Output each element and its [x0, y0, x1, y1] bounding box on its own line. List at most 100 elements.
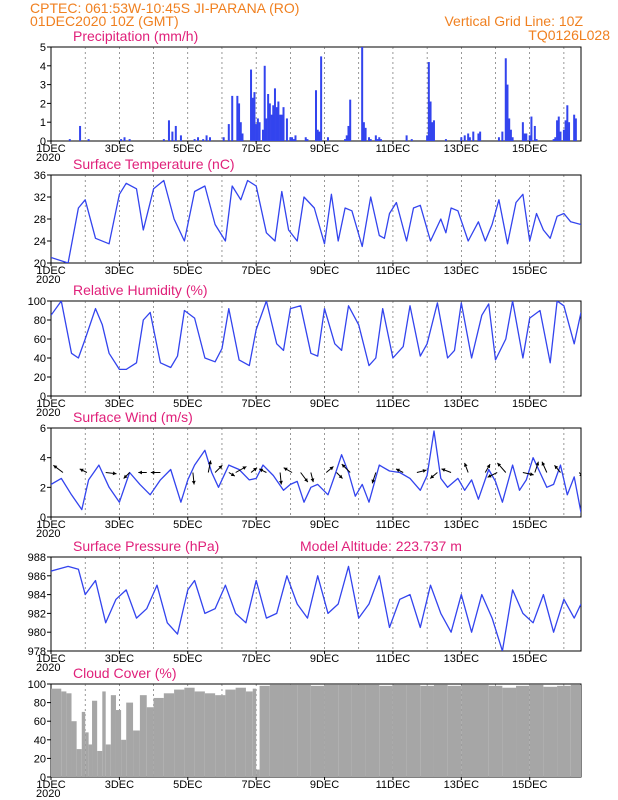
precip-bar: [376, 139, 379, 141]
wind-ytick-label: 0: [40, 512, 46, 524]
temp-year-label: 2020: [36, 274, 60, 286]
cloud-bar: [174, 689, 185, 777]
precip-title: Precipitation (mm/h): [73, 28, 198, 44]
precip-bar: [68, 139, 71, 141]
precip-bar: [368, 137, 370, 141]
precip-bar: [238, 103, 241, 141]
cloud-bar: [184, 687, 195, 777]
precip-ytick-label: 4: [40, 61, 46, 73]
temp-xtick-label: 3DEC: [105, 265, 134, 277]
wind-xtick-label: 11DEC: [376, 519, 411, 531]
precip-xtick-label: 11DEC: [376, 143, 411, 155]
wind-arrow-head: [535, 461, 540, 466]
cloud-bar: [324, 684, 339, 777]
precip-bar: [429, 101, 432, 141]
wind-arrow-head: [253, 467, 257, 472]
wind-arrow-head: [464, 462, 468, 467]
precip-bar: [344, 139, 347, 141]
precip-bar: [521, 122, 524, 141]
pressure-ytick-label: 986: [28, 571, 46, 583]
precip-bar: [405, 135, 408, 141]
wind-arrow-head: [150, 470, 155, 475]
precip-bar: [197, 137, 200, 141]
precip-bar: [275, 107, 278, 141]
pressure-ytick-label: 982: [28, 608, 46, 620]
rh-ytick-label: 0: [40, 391, 46, 403]
cloud-bar: [433, 684, 448, 777]
precip-bar: [504, 58, 507, 141]
cloud-bar: [351, 684, 366, 777]
cloud-bar: [76, 749, 82, 777]
pressure-title: Surface Pressure (hPa): [73, 538, 219, 554]
precip-bar: [255, 124, 258, 141]
precip-bar: [349, 99, 352, 141]
precip-bar: [479, 131, 482, 141]
cloud-xtick-label: 15DEC: [512, 779, 548, 791]
temp-panel: 20 24 28 32 36 1DEC 3DEC 5DEC 7DEC 9DEC 11DEC 13DEC…: [34, 156, 582, 286]
temp-xtick-label: 1DEC: [36, 265, 65, 277]
precip-bar: [179, 135, 182, 141]
header-grid-note: Vertical Grid Line: 10Z: [444, 13, 583, 29]
rh-series-line: [51, 301, 581, 371]
precip-bar: [379, 139, 382, 141]
precip-bar: [279, 114, 282, 141]
cloud-bar: [133, 730, 140, 777]
precip-bar: [508, 118, 511, 141]
precip-bar: [258, 122, 261, 141]
cloud-bar: [529, 684, 544, 777]
cloud-bar: [97, 750, 103, 777]
cloud-bar: [81, 711, 86, 777]
wind-arrow-head: [259, 468, 264, 473]
precip-bar: [467, 133, 470, 141]
wind-arrow-head: [218, 465, 223, 470]
precip-bar: [304, 137, 307, 141]
temp-xtick-label: 13DEC: [444, 265, 480, 277]
precip-xtick-label: 3DEC: [105, 143, 134, 155]
precip-bar: [564, 120, 567, 141]
precip-bar: [262, 129, 264, 141]
wind-arrow-head: [304, 478, 308, 483]
temp-ytick-label: 28: [34, 214, 46, 226]
cloud-ytick-label: 0: [40, 772, 46, 784]
wind-arrow-head: [341, 464, 346, 468]
cloud-bar: [121, 739, 127, 777]
wind-xtick-label: 15DEC: [512, 519, 548, 531]
cloud-bar: [406, 684, 421, 777]
cloud-ytick-label: 20: [34, 753, 46, 765]
precip-bar: [306, 139, 309, 141]
wind-xtick-label: 9DEC: [310, 519, 339, 531]
temp-xtick-label: 7DEC: [241, 265, 270, 277]
precip-bar: [273, 88, 276, 141]
cloud-bar: [475, 684, 489, 777]
precip-bar: [523, 133, 526, 141]
wind-xtick-label: 1DEC: [36, 519, 65, 531]
temp-ytick-label: 20: [34, 258, 46, 270]
cloud-bar: [365, 684, 380, 777]
precip-bar: [265, 118, 268, 141]
rh-plot-area: [51, 301, 581, 371]
precip-bar: [361, 47, 364, 141]
cloud-title: Cloud Cover (%): [73, 665, 176, 681]
wind-arrow-head: [579, 474, 581, 477]
precip-bar: [432, 120, 435, 141]
cloud-bar: [51, 688, 62, 777]
rh-xtick-label: 5DEC: [173, 398, 202, 410]
wind-arrow-head: [396, 468, 400, 473]
precip-bar: [239, 122, 242, 141]
precip-xtick-label: 13DEC: [444, 143, 480, 155]
cloud-bar: [488, 685, 503, 777]
precip-bar: [525, 133, 528, 141]
cloud-bar: [146, 707, 154, 777]
precip-bar: [87, 139, 90, 141]
rh-year-label: 2020: [36, 407, 60, 419]
precip-bar: [291, 137, 294, 141]
precip-bar: [227, 124, 230, 141]
rh-ytick-label: 40: [34, 353, 46, 365]
precip-bar: [345, 135, 348, 141]
pressure-ytick-label: 988: [28, 552, 46, 564]
cloud-panel: 0 20 40 60 80 100 1DEC 3DEC 5DEC 7DEC 9DEC 11DEC 13D…: [28, 665, 582, 800]
precip-ytick-label: 2: [40, 98, 46, 110]
precip-bar: [533, 125, 536, 141]
precip-year-label: 2020: [36, 152, 60, 164]
cloud-bar: [110, 695, 116, 777]
